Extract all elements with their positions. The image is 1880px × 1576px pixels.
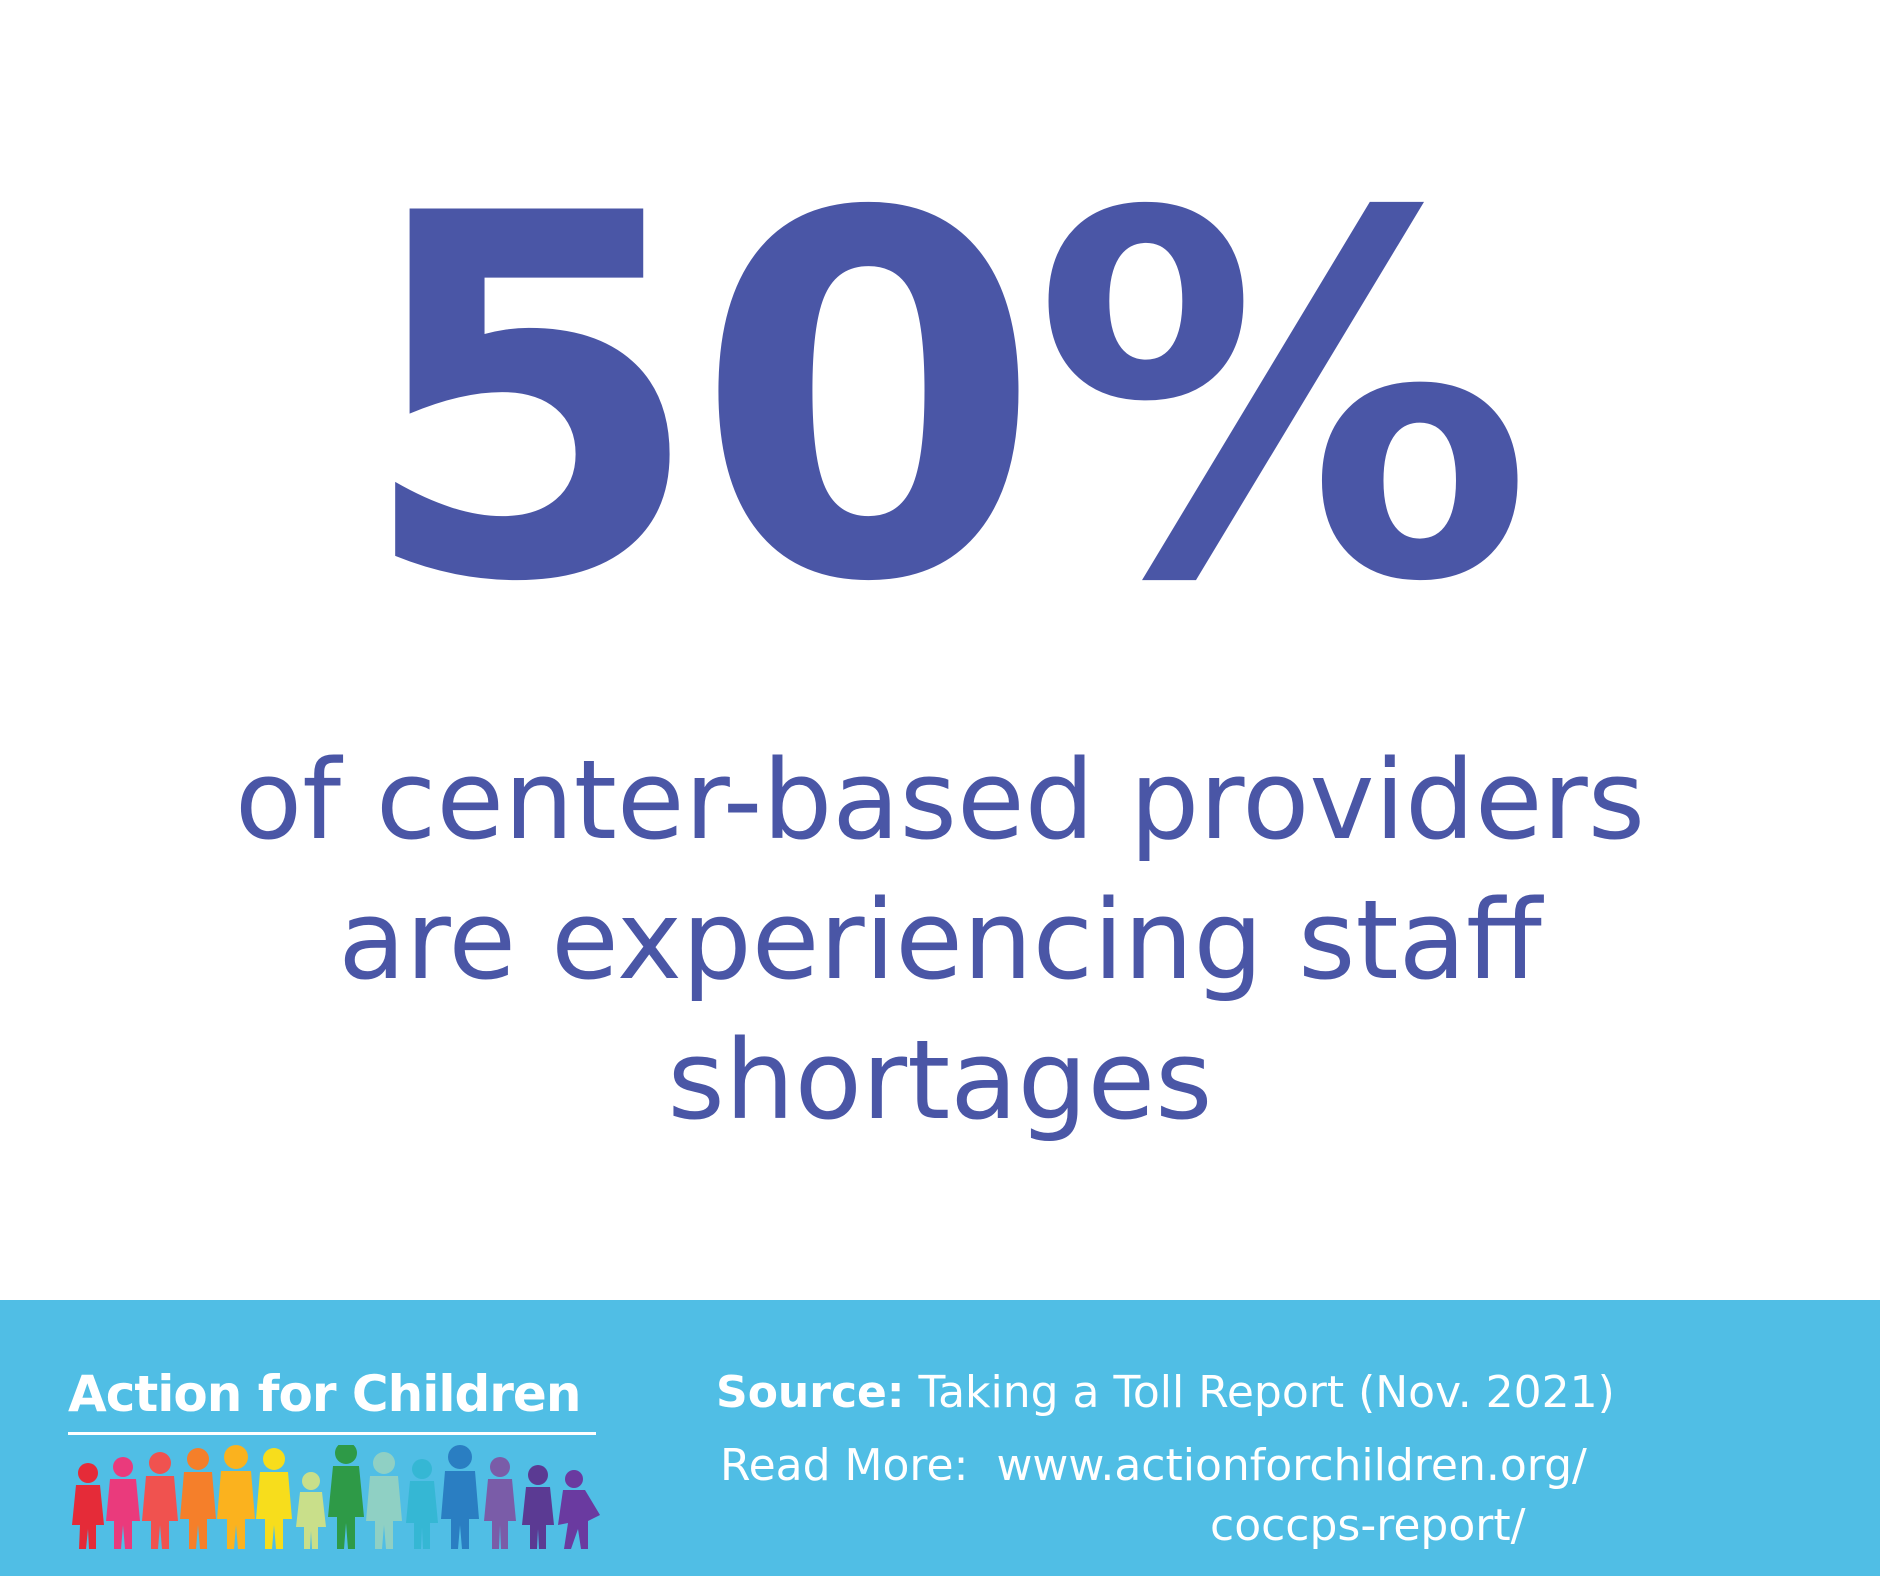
brand-name: Action for Children: [68, 1365, 581, 1423]
brand-divider: [68, 1432, 596, 1435]
source-citation: Source: Taking a Toll Report (Nov. 2021): [716, 1358, 1615, 1428]
read-more-url: www.actionforchildren.org/: [996, 1440, 1587, 1491]
read-more-url-continued: coccps-report/: [1210, 1500, 1526, 1551]
source-text: Taking a Toll Report (Nov. 2021): [918, 1367, 1615, 1418]
statement-line: shortages: [667, 1016, 1213, 1144]
brand-logo: Action for Children: [68, 1362, 613, 1555]
statement-line: are experiencing staff: [338, 876, 1542, 1004]
read-more-line: Read More: www.actionforchildren.org/: [720, 1436, 1587, 1496]
read-more-label: Read More:: [720, 1440, 969, 1491]
footer-bar: Action for Children: [0, 1300, 1880, 1576]
statement-line: of center-based providers: [234, 736, 1646, 864]
children-silhouettes-icon: [72, 1445, 600, 1549]
source-label: Source:: [716, 1367, 905, 1418]
headline-stat: 50%: [356, 109, 1534, 691]
headline-statement: of center-based providers are experienci…: [0, 730, 1880, 1150]
